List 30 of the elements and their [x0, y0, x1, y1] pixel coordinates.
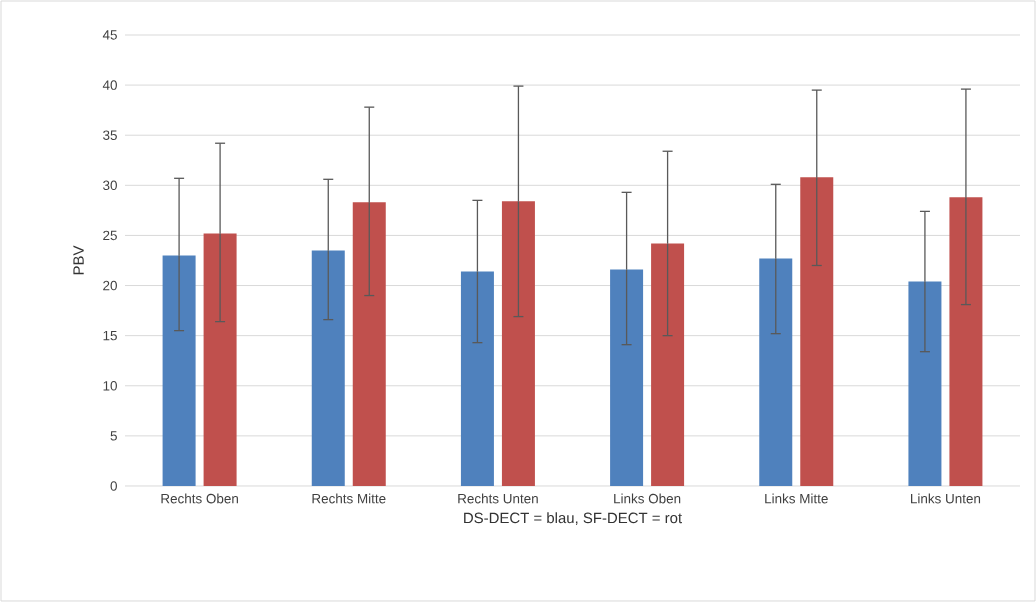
x-tick-label: Rechts Mitte	[312, 493, 386, 504]
y-tick-label: 25	[103, 230, 117, 241]
y-tick-label: 40	[102, 80, 117, 90]
bar	[759, 258, 793, 486]
bar	[800, 177, 834, 486]
y-tick-label: 10	[103, 381, 117, 391]
x-axis-title: DS-DECT = blau, SF-DECT = rot	[464, 512, 682, 525]
bar	[610, 269, 644, 486]
x-tick-label: Links Oben	[614, 493, 681, 504]
x-tick-label: Links Unten	[911, 493, 981, 504]
x-tick-label: Rechts Unten	[458, 493, 538, 504]
bar	[501, 201, 535, 486]
bar	[908, 281, 942, 486]
y-tick-label: 15	[103, 330, 117, 341]
x-tick-label: Links Mitte	[765, 493, 828, 504]
y-tick-label: 0	[110, 481, 117, 491]
bar	[311, 250, 345, 486]
bar	[460, 271, 494, 486]
y-tick-label: 5	[110, 431, 117, 441]
x-tick-label: Rechts Oben	[161, 493, 238, 504]
bar	[651, 243, 685, 486]
y-axis-title: PBV	[73, 245, 84, 275]
y-tick-label: 45	[102, 30, 117, 40]
y-tick-label: 20	[103, 280, 117, 291]
y-tick-label: 30	[103, 180, 117, 191]
bar	[352, 202, 386, 486]
bar	[162, 255, 196, 486]
bar	[203, 233, 237, 486]
bar	[949, 197, 983, 486]
y-tick-label: 35	[103, 130, 117, 140]
